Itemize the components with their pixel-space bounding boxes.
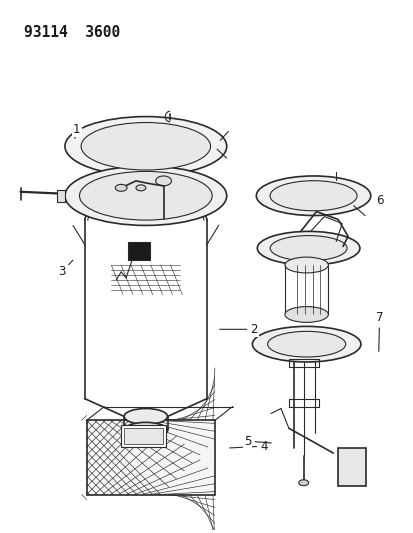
Ellipse shape [257, 231, 359, 265]
Ellipse shape [134, 431, 157, 441]
Ellipse shape [79, 172, 211, 220]
Ellipse shape [284, 257, 328, 273]
Bar [121, 425, 165, 447]
Ellipse shape [135, 185, 145, 191]
Ellipse shape [124, 408, 167, 424]
Ellipse shape [269, 181, 356, 211]
Bar [57, 190, 65, 201]
Ellipse shape [115, 184, 127, 191]
Text: 6: 6 [375, 194, 382, 207]
Text: 4: 4 [229, 440, 267, 453]
Text: 5: 5 [243, 434, 271, 448]
Ellipse shape [298, 480, 308, 486]
Bar [124, 429, 162, 444]
Ellipse shape [284, 306, 328, 322]
Text: 1: 1 [73, 123, 80, 139]
Text: 7: 7 [375, 311, 382, 351]
Ellipse shape [65, 117, 226, 176]
Bar [128, 243, 150, 260]
Bar [86, 421, 214, 495]
Ellipse shape [124, 422, 167, 438]
Ellipse shape [155, 176, 171, 186]
Text: 2: 2 [219, 323, 257, 336]
Ellipse shape [270, 236, 346, 261]
Ellipse shape [81, 123, 210, 170]
Ellipse shape [267, 332, 345, 357]
Text: 93114  3600: 93114 3600 [24, 25, 121, 39]
Bar [337, 448, 365, 486]
Ellipse shape [252, 326, 360, 362]
Ellipse shape [65, 166, 226, 225]
Text: 3: 3 [58, 260, 73, 278]
Ellipse shape [256, 176, 370, 215]
